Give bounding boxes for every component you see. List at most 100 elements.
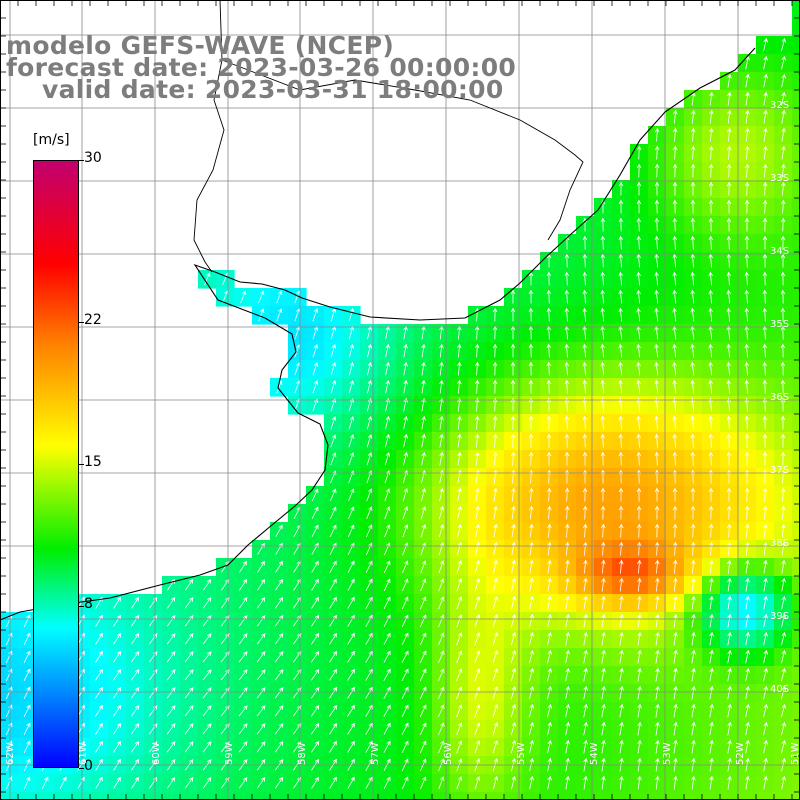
wind-speed-cell — [360, 594, 379, 613]
wind-arrow — [726, 235, 732, 250]
wind-speed-cell — [108, 792, 127, 800]
wind-arrow — [763, 163, 768, 178]
wind-arrow — [475, 433, 480, 448]
wind-arrow — [618, 199, 624, 214]
wind-speed-cell — [342, 774, 361, 793]
wind-arrow — [474, 595, 481, 610]
wind-speed-cell — [360, 630, 379, 649]
wind-arrow — [148, 705, 158, 717]
wind-arrow — [727, 595, 732, 610]
wind-arrow — [311, 776, 319, 789]
wind-arrow — [636, 199, 642, 214]
wind-arrow — [781, 37, 786, 52]
wind-arrow — [744, 343, 750, 358]
wind-arrow — [601, 613, 606, 628]
wind-speed-cell — [306, 594, 325, 613]
wind-arrow — [636, 343, 641, 358]
wind-speed-cell — [378, 738, 397, 757]
wind-speed-cell — [108, 648, 127, 667]
wind-arrow — [510, 722, 517, 736]
wind-arrow — [456, 704, 463, 718]
wind-speed-cell — [72, 774, 91, 793]
wind-arrow — [745, 559, 750, 574]
wind-speed-cell — [306, 630, 325, 649]
wind-arrow — [256, 777, 266, 789]
wind-arrow — [745, 649, 750, 664]
wind-speed-cell — [162, 666, 181, 685]
wind-arrow — [636, 433, 642, 448]
wind-arrow — [492, 577, 498, 592]
wind-arrow — [95, 650, 103, 663]
wind-arrow — [184, 705, 194, 717]
wind-speed-cell — [378, 594, 397, 613]
wind-arrow — [23, 722, 31, 735]
wind-arrow — [763, 613, 768, 628]
wind-speed-cell — [234, 648, 253, 667]
wind-arrow — [709, 613, 714, 628]
wind-arrow — [583, 775, 588, 790]
wind-arrow — [403, 343, 408, 358]
wind-arrow — [202, 669, 212, 681]
wind-arrow — [781, 145, 786, 160]
wind-arrow — [275, 524, 283, 537]
wind-speed-cell — [54, 792, 73, 800]
wind-arrow — [474, 704, 481, 718]
wind-arrow — [781, 559, 786, 574]
wind-arrow — [492, 415, 498, 430]
wind-arrow — [781, 109, 786, 124]
wind-arrow — [636, 523, 642, 538]
wind-arrow — [618, 253, 624, 268]
wind-arrow — [565, 523, 570, 538]
wind-speed-cell — [378, 612, 397, 631]
wind-arrow — [24, 776, 31, 790]
wind-arrow — [745, 775, 750, 790]
wind-arrow — [672, 181, 678, 196]
wind-speed-cell — [792, 144, 800, 163]
wind-speed-cell — [324, 540, 343, 559]
wind-arrow — [329, 740, 337, 753]
wind-arrow — [166, 741, 176, 753]
wind-speed-cell — [108, 774, 127, 793]
wind-arrow — [202, 579, 212, 591]
wind-arrow — [238, 669, 248, 681]
wind-arrow — [385, 361, 390, 376]
wind-arrow — [636, 217, 642, 232]
wind-arrow — [618, 451, 624, 466]
wind-arrow — [439, 415, 444, 430]
wind-speed-cell — [288, 792, 307, 800]
wind-arrow — [744, 433, 750, 448]
wind-speed-cell — [792, 594, 800, 613]
wind-arrow — [690, 199, 696, 214]
wind-arrow — [618, 271, 623, 286]
wind-arrow — [292, 705, 302, 717]
wind-arrow — [439, 343, 444, 358]
wind-arrow — [690, 379, 695, 394]
longitude-label: 56W — [443, 742, 454, 765]
wind-arrow — [438, 686, 445, 700]
wind-arrow — [583, 595, 588, 610]
wind-arrow — [763, 721, 768, 736]
colorbar — [33, 160, 79, 768]
wind-speed-cell — [108, 720, 127, 739]
wind-arrow — [565, 631, 570, 646]
wind-arrow — [184, 741, 194, 753]
wind-arrow — [420, 596, 427, 610]
wind-arrow — [745, 631, 750, 646]
wind-arrow — [673, 649, 678, 664]
wind-arrow — [637, 721, 642, 736]
wind-arrow — [365, 614, 373, 627]
wind-arrow — [780, 667, 786, 682]
wind-arrow — [166, 615, 176, 627]
wind-speed-cell — [324, 720, 343, 739]
wind-speed-cell — [792, 396, 800, 415]
wind-speed-cell — [450, 792, 469, 800]
wind-arrow — [510, 650, 517, 664]
wind-arrow — [547, 667, 552, 682]
wind-arrow — [347, 560, 355, 573]
wind-speed-cell — [270, 576, 289, 595]
wind-arrow — [780, 217, 786, 232]
wind-arrow — [744, 379, 750, 394]
wind-arrow — [727, 559, 732, 574]
wind-speed-cell — [342, 648, 361, 667]
wind-speed-cell — [144, 738, 163, 757]
